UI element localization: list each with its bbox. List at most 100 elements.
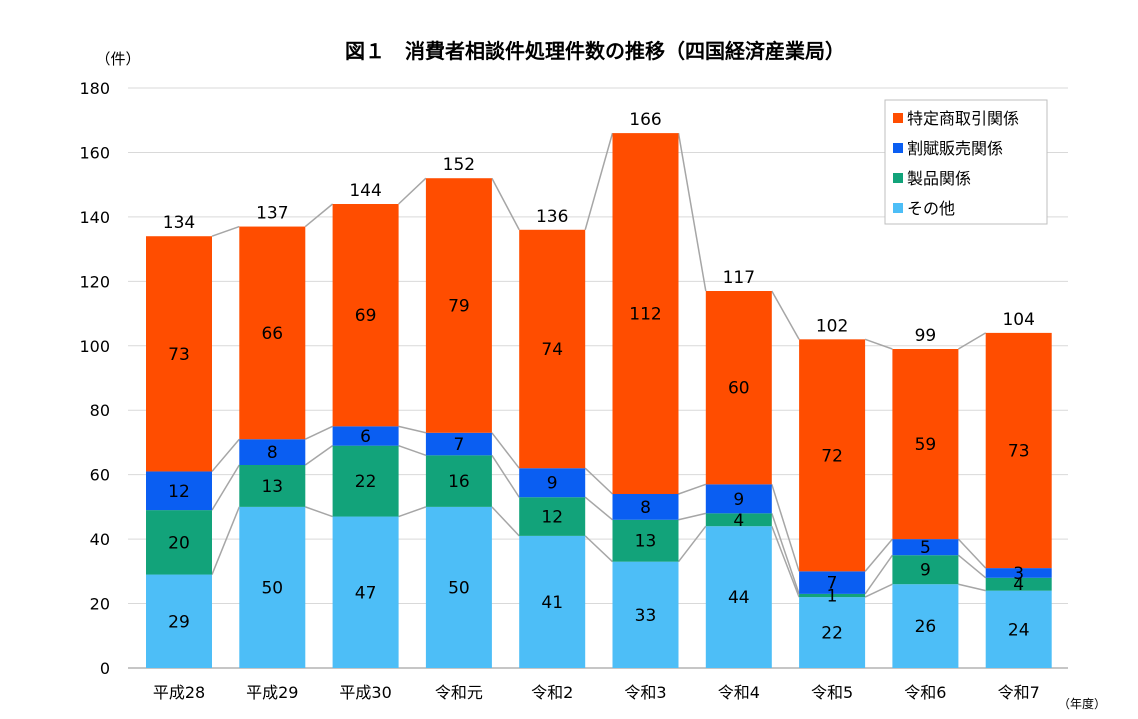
segment-value-label: 33 (635, 606, 657, 626)
legend-swatch (893, 143, 903, 153)
bar-segment (892, 555, 959, 585)
segment-value-label: 13 (635, 532, 657, 552)
x-category-label: 令和元 (435, 683, 483, 702)
segment-value-label: 79 (448, 297, 470, 317)
segment-value-label: 50 (448, 578, 470, 598)
bar-segment (425, 455, 492, 507)
segment-value-label: 41 (541, 593, 563, 613)
connector-line (398, 177, 427, 205)
bar-segment (612, 133, 679, 494)
bar-segment (425, 178, 492, 433)
total-value-label: 102 (816, 316, 848, 336)
segment-value-label: 3 (1013, 564, 1024, 584)
y-tick-label: 0 (100, 659, 110, 678)
bar-segment (705, 526, 772, 668)
bar-segment (612, 494, 679, 520)
segment-value-label: 29 (168, 612, 190, 632)
bar-segment (332, 426, 399, 446)
legend-box (884, 99, 1048, 225)
segment-value-label: 66 (261, 324, 283, 344)
segment-value-label: 16 (448, 472, 470, 492)
segment-value-label: 4 (1013, 575, 1024, 595)
connector-line (584, 496, 613, 521)
bar-segment (612, 561, 679, 668)
bar-segment (146, 236, 212, 472)
segment-value-label: 44 (728, 588, 750, 608)
connector-line (304, 203, 334, 228)
connector-line (305, 506, 333, 518)
bar-segment (239, 465, 306, 507)
bar-segment (425, 432, 492, 456)
bar-segment (892, 584, 959, 668)
bar-segment (799, 339, 866, 572)
connector-line (491, 454, 520, 498)
y-tick-label: 180 (79, 79, 110, 98)
x-category-label: 令和7 (998, 683, 1040, 702)
series-connector-lines (211, 132, 987, 598)
legend-label: 製品関係 (907, 169, 971, 188)
bar-segment (519, 229, 586, 469)
segment-value-label: 6 (360, 427, 371, 447)
connector-line (864, 538, 893, 572)
x-axis-category-labels: 平成28 平成29 平成30 令和元 令和2 令和3 令和4 令和5 令和6 令和7 (153, 683, 1040, 702)
bar-segment (146, 471, 212, 511)
segment-value-label: 5 (920, 538, 931, 558)
bar-segment (705, 291, 772, 485)
total-value-label: 104 (1002, 310, 1034, 330)
segment-value-label: 9 (547, 474, 558, 494)
bar-segment (146, 510, 212, 575)
connector-line (491, 506, 520, 537)
segment-value-label: 4 (733, 511, 744, 531)
y-tick-label: 140 (79, 208, 110, 227)
connector-line (211, 506, 240, 575)
connector-line (958, 332, 987, 350)
bar-segment (332, 445, 399, 517)
segment-value-label: 12 (168, 482, 190, 502)
connector-line (864, 338, 893, 350)
segment-value-label: 50 (261, 578, 283, 598)
bar-segment (985, 332, 1052, 569)
segment-value-label: 47 (355, 583, 377, 603)
bar-segment (705, 484, 772, 514)
connector-line (771, 484, 800, 572)
segment-value-label: 7 (453, 435, 464, 455)
connector-line (677, 525, 707, 563)
y-tick-label: 40 (90, 530, 110, 549)
total-value-label: 166 (629, 110, 661, 130)
connector-line (864, 583, 893, 598)
y-tick-label: 160 (79, 143, 110, 162)
segment-value-label: 74 (541, 340, 563, 360)
segment-value-label: 9 (733, 490, 744, 510)
y-tick-label: 100 (79, 337, 110, 356)
connector-line (958, 583, 986, 592)
legend-label: 特定商取引関係 (907, 109, 1019, 128)
x-category-label: 平成28 (153, 683, 205, 702)
total-value-label: 117 (723, 268, 755, 288)
segment-value-label: 7 (827, 574, 838, 594)
bar-segment (519, 535, 586, 668)
connector-line (678, 512, 706, 521)
segment-value-label: 1 (827, 587, 838, 607)
x-category-label: 令和2 (531, 683, 573, 702)
bar-segment (239, 226, 306, 440)
x-category-label: 平成29 (246, 683, 298, 702)
legend-swatch (893, 173, 903, 183)
bar-segment (519, 468, 586, 498)
total-value-label: 99 (915, 326, 937, 346)
chart-title: 図１ 消費者相談件処理件数の推移（四国経済産業局） (345, 39, 845, 63)
y-axis-ticks: 0 20 40 60 80 100 120 140 160 180 (79, 79, 110, 678)
bar-segment (799, 597, 866, 668)
total-value-label: 137 (256, 204, 288, 224)
segment-value-label: 72 (821, 446, 843, 466)
connector-line (304, 445, 334, 466)
x-axis-unit-label: （年度） (1058, 696, 1106, 711)
segment-value-label: 20 (168, 533, 190, 553)
bar-segment (239, 439, 306, 465)
bar-segment (612, 519, 679, 562)
connector-line (678, 483, 707, 495)
connector-line (584, 467, 614, 495)
total-value-labels: 134 137 144 152 136 166 117 102 99 104 (163, 110, 1035, 346)
legend-label: 割賦販売関係 (907, 139, 1003, 158)
